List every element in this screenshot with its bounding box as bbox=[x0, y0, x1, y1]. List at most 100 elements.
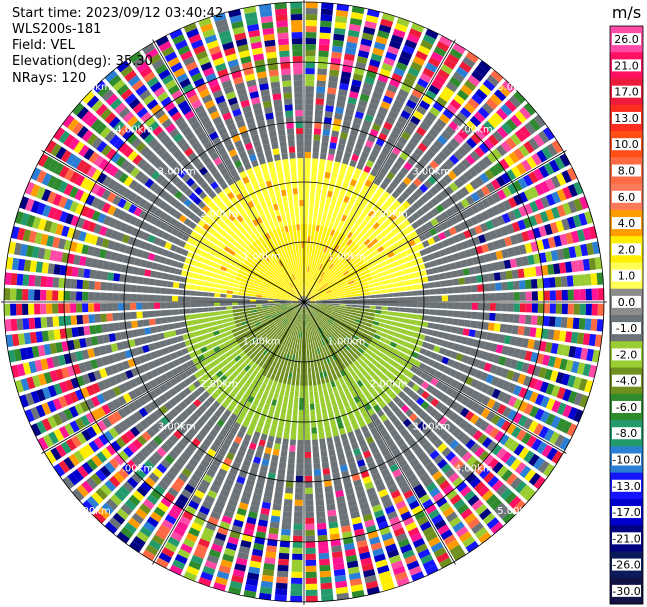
velocity-gate bbox=[393, 292, 400, 297]
velocity-gate bbox=[309, 260, 313, 267]
velocity-gate bbox=[106, 303, 113, 312]
velocity-gate bbox=[356, 239, 364, 247]
velocity-gate bbox=[580, 243, 589, 257]
velocity-gate bbox=[352, 422, 360, 431]
velocity-gate bbox=[319, 26, 332, 34]
velocity-gate bbox=[348, 340, 356, 346]
velocity-gate bbox=[461, 468, 473, 480]
velocity-gate bbox=[332, 386, 338, 394]
velocity-gate bbox=[452, 360, 461, 370]
velocity-gate bbox=[555, 303, 562, 314]
velocity-gate bbox=[343, 229, 350, 237]
velocity-gate bbox=[375, 437, 385, 446]
velocity-gate bbox=[317, 426, 324, 434]
velocity-gate bbox=[382, 254, 390, 261]
velocity-gate bbox=[310, 409, 316, 416]
velocity-gate bbox=[311, 260, 315, 268]
velocity-gate bbox=[363, 305, 370, 309]
velocity-gate bbox=[386, 334, 394, 341]
velocity-gate bbox=[440, 317, 448, 324]
velocity-gate bbox=[483, 454, 495, 466]
velocity-gate bbox=[446, 279, 454, 287]
velocity-gate bbox=[357, 364, 364, 372]
velocity-gate bbox=[318, 320, 323, 327]
velocity-gate bbox=[337, 232, 343, 240]
velocity-gate bbox=[387, 288, 394, 293]
velocity-gate bbox=[480, 331, 488, 340]
velocity-gate bbox=[467, 517, 481, 530]
velocity-gate bbox=[456, 327, 464, 335]
velocity-gate bbox=[475, 503, 488, 516]
velocity-gate bbox=[312, 323, 317, 330]
velocity-gate bbox=[441, 447, 452, 458]
velocity-gate bbox=[382, 343, 390, 350]
velocity-gate bbox=[290, 385, 295, 392]
velocity-gate bbox=[300, 331, 303, 338]
velocity-gate bbox=[384, 350, 393, 358]
velocity-gate bbox=[307, 306, 312, 312]
velocity-gate bbox=[198, 323, 206, 330]
velocity-gate bbox=[398, 505, 409, 516]
velocity-gate bbox=[333, 366, 339, 374]
velocity-gate bbox=[549, 290, 556, 301]
velocity-gate bbox=[344, 253, 351, 260]
velocity-gate bbox=[359, 190, 367, 198]
velocity-gate bbox=[523, 188, 534, 201]
velocity-gate bbox=[442, 86, 455, 98]
velocity-gate bbox=[309, 318, 313, 325]
velocity-gate bbox=[481, 395, 491, 406]
velocity-gate bbox=[309, 279, 313, 286]
velocity-gate bbox=[485, 411, 496, 422]
velocity-gate bbox=[478, 142, 490, 154]
velocity-gate bbox=[331, 197, 337, 205]
velocity-gate bbox=[326, 247, 331, 254]
velocity-gate bbox=[407, 527, 420, 538]
velocity-gate bbox=[343, 176, 351, 185]
velocity-gate bbox=[262, 300, 269, 302]
velocity-gate bbox=[418, 233, 427, 242]
velocity-gate bbox=[469, 247, 478, 256]
velocity-gate bbox=[314, 487, 323, 494]
velocity-gate bbox=[232, 287, 240, 292]
velocity-gate bbox=[446, 489, 458, 501]
velocity-gate bbox=[304, 290, 306, 297]
velocity-gate bbox=[502, 186, 512, 198]
velocity-gate bbox=[332, 210, 338, 218]
velocity-gate bbox=[396, 17, 410, 27]
velocity-gate bbox=[250, 299, 257, 302]
velocity-gate bbox=[344, 47, 357, 56]
velocity-gate bbox=[296, 343, 300, 350]
velocity-gate bbox=[479, 222, 489, 233]
velocity-gate bbox=[379, 347, 387, 354]
velocity-gate bbox=[322, 358, 328, 365]
velocity-gate bbox=[486, 195, 496, 206]
velocity-gate bbox=[363, 298, 370, 302]
velocity-gate bbox=[450, 379, 459, 389]
velocity-gate bbox=[474, 417, 485, 428]
velocity-gate bbox=[293, 367, 297, 374]
velocity-gate bbox=[528, 137, 540, 151]
velocity-gate bbox=[357, 338, 365, 344]
velocity-gate bbox=[531, 303, 538, 313]
velocity-gate bbox=[339, 266, 346, 272]
velocity-gate bbox=[553, 329, 561, 341]
velocity-gate bbox=[417, 173, 427, 183]
velocity-gate bbox=[305, 290, 308, 297]
velocity-gate bbox=[356, 459, 366, 468]
velocity-gate bbox=[356, 329, 363, 335]
velocity-gate bbox=[399, 181, 408, 190]
velocity-gate bbox=[502, 511, 515, 524]
velocity-gate bbox=[424, 461, 436, 472]
velocity-gate bbox=[442, 108, 454, 120]
velocity-gate bbox=[327, 303, 334, 305]
velocity-gate bbox=[566, 275, 574, 287]
velocity-gate bbox=[304, 248, 307, 255]
velocity-gate bbox=[362, 476, 372, 485]
velocity-gate bbox=[477, 106, 490, 119]
velocity-gate bbox=[336, 336, 342, 342]
velocity-gate bbox=[77, 267, 85, 278]
velocity-gate bbox=[362, 145, 372, 154]
velocity-gate bbox=[477, 293, 484, 301]
velocity-gate bbox=[343, 151, 352, 160]
velocity-gate bbox=[227, 286, 234, 291]
